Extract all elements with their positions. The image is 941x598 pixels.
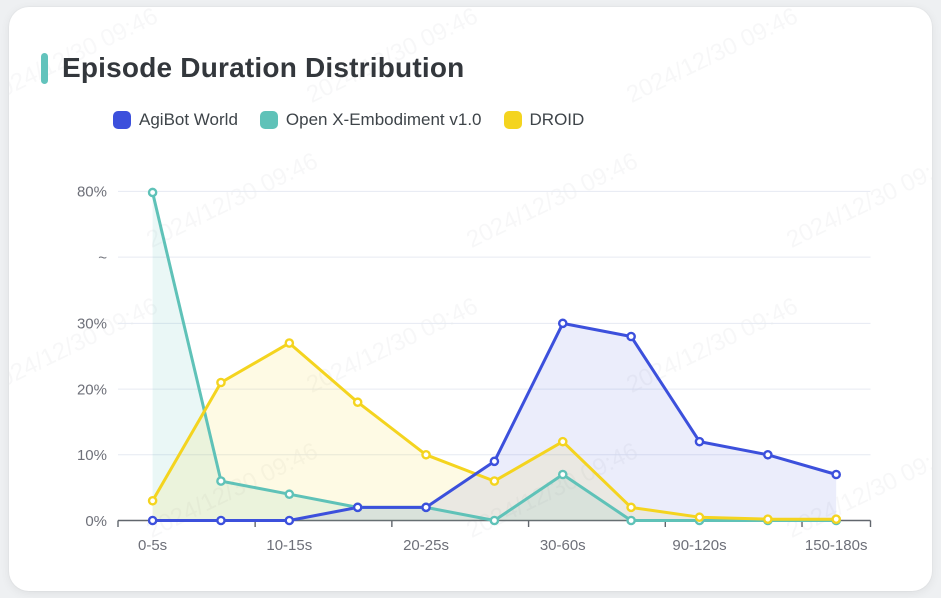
title-accent-bar (41, 52, 48, 84)
legend-label: AgiBot World (139, 110, 238, 129)
y-axis-label: 80% (77, 184, 107, 201)
y-axis-label: 30% (77, 316, 107, 333)
chart-point-agibot-world-60-90s[interactable] (626, 331, 636, 342)
series-area-agibot-world (152, 323, 837, 521)
legend-label: Open X-Embodiment v1.0 (285, 110, 482, 129)
chart-point-droid-0-5s[interactable] (147, 495, 158, 506)
legend-item-droid[interactable]: DROID (503, 110, 585, 130)
chart-point-droid-60-90s[interactable] (626, 502, 636, 513)
legend-swatch-icon (113, 111, 131, 129)
chart-point-droid-120-150s[interactable] (763, 514, 773, 524)
y-axis-label: 0% (85, 513, 107, 530)
chart-point-agibot-world-0-5s[interactable] (147, 515, 158, 526)
x-axis-label: 0-5s (138, 537, 167, 554)
x-axis-label: 30-60s (540, 537, 586, 554)
chart-point-open-x-embodiment-v1-0-10-15s[interactable] (284, 489, 295, 500)
series-area-droid (152, 343, 837, 521)
x-axis-label: 150-180s (805, 537, 868, 554)
chart-point-droid-20-25s[interactable] (421, 449, 431, 460)
card-header: Episode Duration Distribution (41, 52, 464, 84)
chart-point-agibot-world-20-25s[interactable] (421, 502, 431, 513)
y-axis-label: 10% (77, 447, 107, 464)
x-axis-label: 90-120s (672, 537, 726, 554)
legend-swatch-icon (259, 111, 278, 129)
chart-point-agibot-world-5-10s[interactable] (216, 515, 226, 526)
chart-point-agibot-world-30-60s[interactable] (557, 318, 568, 329)
chart-point-agibot-world-90-120s[interactable] (694, 436, 705, 447)
chart-point-droid-5-10s[interactable] (216, 377, 226, 388)
chart-point-agibot-world-120-150s[interactable] (763, 449, 773, 460)
chart-point-droid-15-20s[interactable] (352, 397, 363, 408)
x-axis-label: 20-25s (403, 537, 449, 554)
chart-point-droid-25-30s[interactable] (489, 476, 500, 486)
chart-point-droid-90-120s[interactable] (694, 512, 705, 523)
legend-item-open-x-embodiment-v1-0[interactable]: Open X-Embodiment v1.0 (259, 110, 482, 130)
series-area-open-x-embodiment-v1-0 (152, 192, 837, 521)
chart-point-agibot-world-15-20s[interactable] (352, 502, 363, 513)
legend-label: DROID (529, 110, 585, 129)
chart-point-droid-150-180s[interactable] (831, 514, 842, 524)
chart-legend: AgiBot World Open X-Embodiment v1.0 DROI… (113, 110, 584, 130)
chart-point-agibot-world-10-15s[interactable] (284, 515, 295, 526)
chart-card (9, 7, 932, 591)
y-axis-label: 20% (77, 381, 107, 398)
chart-point-open-x-embodiment-v1-0-30-60s[interactable] (557, 469, 568, 480)
x-axis-label: 10-15s (266, 537, 312, 554)
legend-swatch-icon (503, 111, 522, 129)
chart-point-droid-30-60s[interactable] (557, 436, 568, 447)
legend-item-agibot-world[interactable]: AgiBot World (113, 110, 238, 130)
chart-point-agibot-world-25-30s[interactable] (489, 456, 500, 467)
page-title: Episode Duration Distribution (62, 52, 465, 83)
chart-point-open-x-embodiment-v1-0-60-90s[interactable] (626, 515, 636, 526)
chart-point-open-x-embodiment-v1-0-5-10s[interactable] (216, 476, 226, 486)
y-axis-label: ~ (98, 249, 107, 266)
chart-point-agibot-world-150-180s[interactable] (831, 469, 842, 480)
chart-point-droid-10-15s[interactable] (284, 338, 295, 348)
chart-point-open-x-embodiment-v1-0-25-30s[interactable] (489, 515, 500, 526)
chart-point-open-x-embodiment-v1-0-0-5s[interactable] (147, 187, 158, 198)
